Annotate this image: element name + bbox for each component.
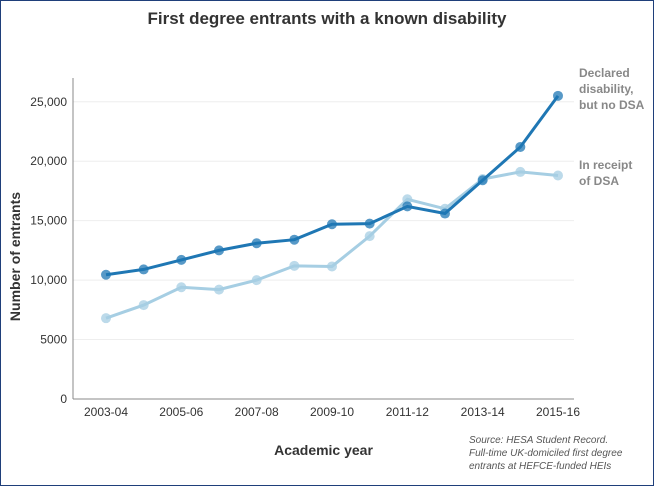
data-point: [176, 282, 187, 293]
data-point: [553, 170, 563, 181]
x-tick-label: 2015-16: [536, 405, 580, 419]
data-point: [402, 194, 413, 205]
data-point: [289, 260, 300, 271]
source-line: entrants at HEFCE-funded HEIs: [469, 461, 612, 472]
data-point: [440, 208, 450, 219]
data-point: [214, 245, 224, 256]
x-tick-label: 2003-04: [84, 405, 128, 419]
data-point: [477, 175, 488, 186]
y-tick-label: 10,000: [30, 273, 67, 287]
source-line: Full-time UK-domiciled first degree: [469, 448, 623, 459]
source-line: Source: HESA Student Record.: [469, 435, 609, 446]
series-label: Declared: [579, 66, 630, 80]
data-point: [402, 201, 413, 212]
y-tick-label: 20,000: [30, 154, 67, 168]
data-point: [289, 234, 300, 245]
y-tick-label: 0: [60, 392, 67, 406]
series-line: [105, 170, 559, 320]
data-point: [251, 238, 262, 249]
data-point: [138, 300, 149, 311]
data-point: [251, 275, 262, 286]
x-tick-label: 2009-10: [310, 405, 354, 419]
data-point: [176, 254, 187, 265]
y-tick-label: 5000: [40, 333, 67, 347]
series-label: of DSA: [579, 174, 619, 188]
data-point: [138, 264, 149, 275]
x-tick-label: 2011-12: [386, 405, 429, 419]
data-point: [364, 218, 375, 229]
data-point: [214, 284, 224, 295]
x-tick-label: 2007-08: [235, 405, 279, 419]
source-note: Source: HESA Student Record. Full-time U…: [469, 434, 649, 473]
chart-title: First degree entrants with a known disab…: [147, 9, 507, 28]
data-point: [364, 231, 375, 242]
x-tick-label: 2005-06: [159, 405, 203, 419]
data-point: [327, 219, 337, 230]
series-label: In receipt: [579, 158, 632, 172]
x-axis-label: Academic year: [274, 442, 373, 458]
y-axis-label: Number of entrants: [7, 192, 23, 321]
series-line: [105, 94, 560, 277]
y-tick-label: 15,000: [30, 214, 67, 228]
series-label: disability,: [579, 82, 633, 96]
y-tick-label: 25,000: [30, 95, 67, 109]
data-point: [101, 269, 111, 280]
data-point: [553, 90, 563, 101]
data-point: [101, 313, 111, 324]
x-tick-label: 2013-14: [461, 405, 505, 419]
data-point: [327, 261, 337, 272]
data-point: [515, 166, 526, 177]
series-label: but no DSA: [579, 98, 645, 112]
data-point: [515, 141, 526, 152]
